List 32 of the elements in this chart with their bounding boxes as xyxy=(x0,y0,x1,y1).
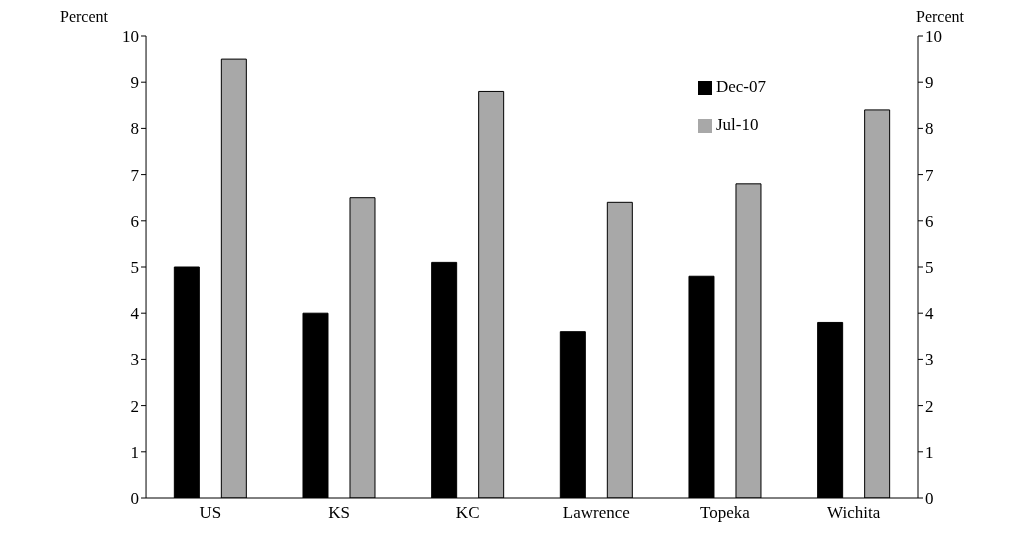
y-axis-title: Percent xyxy=(60,8,108,26)
x-tick-label: US xyxy=(199,503,222,523)
y-tick-label: 3 xyxy=(130,350,140,370)
x-tick-label: Lawrence xyxy=(562,503,630,523)
y2-tick-label: 2 xyxy=(925,396,934,416)
y2-tick-label: 0 xyxy=(925,489,934,509)
y-tick-label: 0 xyxy=(130,489,140,509)
y2-tick-label: 1 xyxy=(925,442,934,462)
y2-axis-title: Percent xyxy=(916,8,964,26)
y-tick-label: 6 xyxy=(130,211,140,231)
y2-tick-label: 9 xyxy=(925,73,934,93)
y2-tick-label: 8 xyxy=(925,119,934,139)
y-tick-label: 2 xyxy=(130,396,140,416)
x-tick-label: Topeka xyxy=(700,503,751,523)
y2-tick-label: 10 xyxy=(925,27,942,47)
y2-tick-label: 5 xyxy=(925,258,934,278)
x-tick-label: KC xyxy=(455,503,480,523)
y-tick-label: 1 xyxy=(130,442,140,462)
x-tick-label: Wichita xyxy=(827,503,881,523)
y-tick-label: 7 xyxy=(130,165,140,185)
y-tick-label: 9 xyxy=(130,73,140,93)
legend-label: Jul-10 xyxy=(716,115,759,134)
y-tick-label: 8 xyxy=(130,119,140,139)
y-tick-label: 10 xyxy=(122,27,140,47)
y-tick-label: 4 xyxy=(130,304,140,324)
y-tick-label: 5 xyxy=(130,258,140,278)
y2-tick-label: 6 xyxy=(925,211,934,231)
x-tick-label: KS xyxy=(328,503,350,523)
y2-tick-label: 3 xyxy=(925,350,934,370)
legend-label: Dec-07 xyxy=(716,77,767,96)
y2-tick-label: 4 xyxy=(925,304,934,324)
y2-tick-label: 7 xyxy=(925,165,934,185)
